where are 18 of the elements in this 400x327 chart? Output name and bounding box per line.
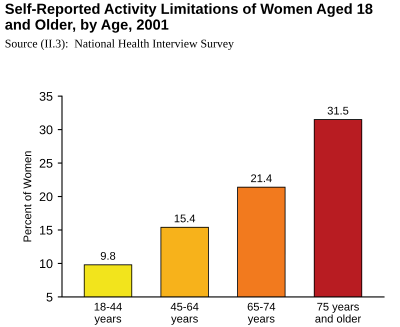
y-tick-label: 15 <box>40 226 52 235</box>
data-label: 15.4 <box>174 214 196 222</box>
y-tick-label: 25 <box>40 158 52 168</box>
y-tick-label: 10 <box>40 259 52 268</box>
data-label: 31.5 <box>328 106 348 115</box>
x-tick-label: 75 years and older <box>315 302 361 323</box>
y-tick-label: 30 <box>40 125 52 134</box>
y-tick-label: 5 <box>46 292 52 302</box>
chart-subtitle: Source (II.3): National Health Interview Survey <box>6 39 234 50</box>
x-tick-label: 18-44 years <box>94 302 122 325</box>
data-label: 21.4 <box>251 174 272 182</box>
x-tick-label: 45-64 years <box>170 302 199 325</box>
data-label: 9.8 <box>100 252 116 260</box>
x-tick-label: 65-74 years <box>248 302 276 325</box>
y-tick-label: 35 <box>40 92 52 101</box>
y-tick-label: 20 <box>40 192 52 202</box>
chart-title: Self-Reported Activity Limitations of Women Aged 18 and Older, by Age, 2001 <box>5 3 372 33</box>
y-axis-title: Percent of Women <box>23 151 32 242</box>
